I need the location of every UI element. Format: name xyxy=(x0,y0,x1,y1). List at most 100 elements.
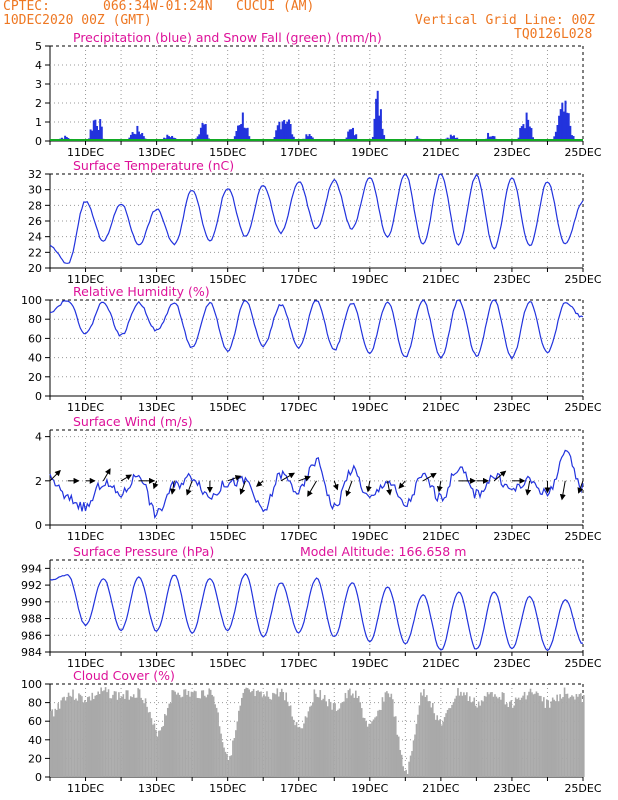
cloud-bar xyxy=(344,692,347,777)
precip-bar xyxy=(204,124,207,141)
cloud-bar xyxy=(446,709,449,777)
cloud-bar xyxy=(190,691,193,777)
cloud-bar xyxy=(436,715,439,777)
precip-bar xyxy=(199,127,202,141)
cloud-bar xyxy=(152,724,154,777)
header-location: 066:34W-01:24N CUCUI (AM) xyxy=(103,0,315,14)
cloud-bar xyxy=(544,707,547,777)
cloud-bar xyxy=(498,696,501,777)
cloud-bar xyxy=(368,723,370,777)
precip-x-tick-label: 25DEC xyxy=(564,146,601,159)
rh-x-tick-label: 19DEC xyxy=(351,401,388,414)
cloud-bar xyxy=(550,701,553,777)
cloud-bar xyxy=(246,687,249,777)
precip-bar xyxy=(527,119,530,141)
cloud-bar xyxy=(557,701,560,777)
cloud-bar xyxy=(55,709,58,777)
wind-vector-arrow xyxy=(345,480,353,497)
cloud-bar xyxy=(495,696,498,777)
cloud-bar xyxy=(569,696,572,777)
cloud-bar xyxy=(221,742,224,777)
cloud-bar xyxy=(261,697,264,777)
cloud-bar xyxy=(155,729,157,777)
cloud-bar xyxy=(334,703,336,777)
cloud-bar xyxy=(280,688,283,777)
cloud-bar xyxy=(54,708,57,777)
cloud-bar xyxy=(412,740,415,777)
cloud-bar xyxy=(362,717,364,777)
cloud-bar xyxy=(131,697,134,777)
precip-bar xyxy=(353,135,356,141)
cloud-bar xyxy=(128,699,131,777)
precip-y-tick-label: 3 xyxy=(35,78,42,91)
cloud-bar xyxy=(177,692,179,777)
cloud-bar xyxy=(359,702,362,777)
rh-series-line xyxy=(49,299,584,360)
cloud-bar xyxy=(463,692,465,777)
wind-vector-arrow xyxy=(365,480,372,493)
pres-series-line xyxy=(49,572,584,652)
precip-bar xyxy=(379,109,382,141)
precip-bar xyxy=(378,115,381,141)
cloud-bar xyxy=(562,697,564,777)
precip-bar xyxy=(570,135,573,141)
cloud-bar xyxy=(126,690,129,777)
cloud-bar xyxy=(341,701,344,777)
precip-bar xyxy=(286,121,289,141)
cloud-bar xyxy=(63,696,65,777)
rh-x-tick-label: 15DEC xyxy=(209,401,246,414)
precip-bar xyxy=(525,112,528,141)
precip-bar xyxy=(306,136,309,141)
wind-title: Surface Wind (m/s) xyxy=(73,414,193,429)
cloud-bar xyxy=(543,697,545,777)
cloud-bar xyxy=(75,698,77,777)
cloud-bar xyxy=(84,700,86,777)
cloud-bar xyxy=(470,702,473,777)
rh-y-tick-label: 0 xyxy=(35,390,42,403)
cloud-bar xyxy=(174,691,176,777)
precip-bar xyxy=(134,134,137,141)
cloud-bar xyxy=(399,750,402,777)
precip-bar xyxy=(310,136,313,141)
cloud-bar xyxy=(162,725,165,777)
cloud-bar xyxy=(245,687,248,777)
cloud-bar xyxy=(192,692,194,777)
cloud-bar xyxy=(264,696,267,777)
cloud-bar xyxy=(319,690,322,777)
cloud-bar xyxy=(360,708,363,777)
cloud-bar xyxy=(581,702,584,777)
cloud-bar xyxy=(575,694,578,777)
cloud-bar xyxy=(514,697,517,777)
cloud-bar xyxy=(215,707,218,777)
cloud-bar xyxy=(85,702,88,777)
precip-bar xyxy=(139,134,142,141)
precip-bar xyxy=(137,131,140,141)
cloud-bar xyxy=(220,733,222,777)
precip-bar xyxy=(375,98,378,141)
cloud-bar xyxy=(568,698,570,777)
cloud-x-tick-label: 15DEC xyxy=(209,782,246,795)
pres-y-tick-label: 988 xyxy=(21,613,42,626)
cloud-bar xyxy=(411,751,413,777)
pres-x-tick-label: 17DEC xyxy=(280,657,317,670)
cloud-bar xyxy=(180,697,182,777)
precip-bar xyxy=(233,136,236,141)
cloud-bar xyxy=(375,716,378,777)
precip-bar xyxy=(487,132,490,141)
cloud-bar xyxy=(443,717,446,777)
cloud-bar xyxy=(421,695,424,777)
cloud-bar xyxy=(304,716,307,777)
cloud-bar xyxy=(488,694,490,777)
cloud-bar xyxy=(81,696,83,777)
pres-x-tick-label: 25DEC xyxy=(564,657,601,670)
cloud-bar xyxy=(372,719,375,777)
cloud-bar xyxy=(427,701,430,777)
cloud-bar xyxy=(112,694,114,777)
rh-x-tick-label: 21DEC xyxy=(422,401,459,414)
cloud-bar xyxy=(534,693,536,777)
cloud-bar xyxy=(390,693,393,777)
cloud-bar xyxy=(94,695,97,777)
wind-vector-arrow xyxy=(120,474,132,482)
cloud-bar xyxy=(381,697,384,777)
cloud-bar xyxy=(109,698,111,777)
